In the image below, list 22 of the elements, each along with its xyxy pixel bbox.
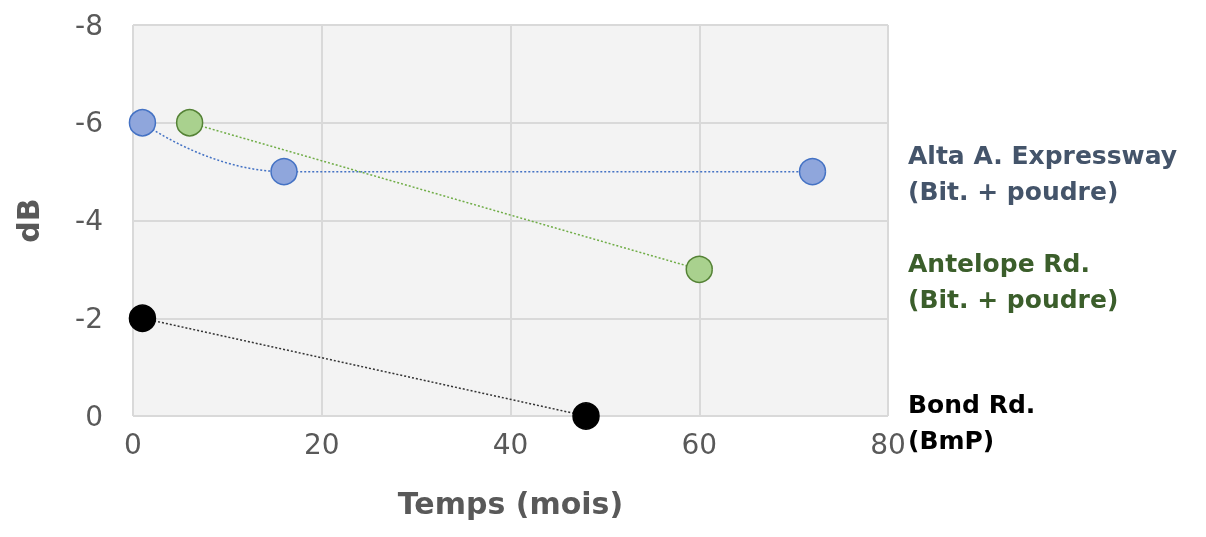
point (572, 402, 600, 430)
x-tick-label: 20 (303, 427, 340, 461)
point (270, 157, 298, 186)
y-tick-label: -4 (75, 204, 103, 237)
x-axis-title: Temps (mois) (397, 485, 624, 521)
x-tick-label: 0 (124, 427, 142, 461)
y-tick-label: -2 (75, 301, 103, 335)
y-tick-label: -8 (75, 8, 103, 42)
x-tick-label: 60 (681, 427, 718, 461)
point (128, 109, 157, 137)
text: Alta A. Expressway (Bit. + poudre) (908, 141, 1178, 207)
point (685, 255, 713, 284)
text: Bond Rd. (BmP) (908, 389, 1036, 455)
point (175, 109, 204, 137)
text: Antelope Rd. (Bit. + poudre) (908, 248, 1119, 314)
y-axis-title: dB (10, 198, 46, 243)
y-tick-label: 0 (85, 399, 103, 433)
x-tick-label: 80 (870, 427, 906, 461)
point (798, 157, 827, 186)
y-tick-label: -6 (75, 106, 103, 140)
point (128, 304, 157, 332)
x-tick-label: 40 (492, 427, 529, 461)
